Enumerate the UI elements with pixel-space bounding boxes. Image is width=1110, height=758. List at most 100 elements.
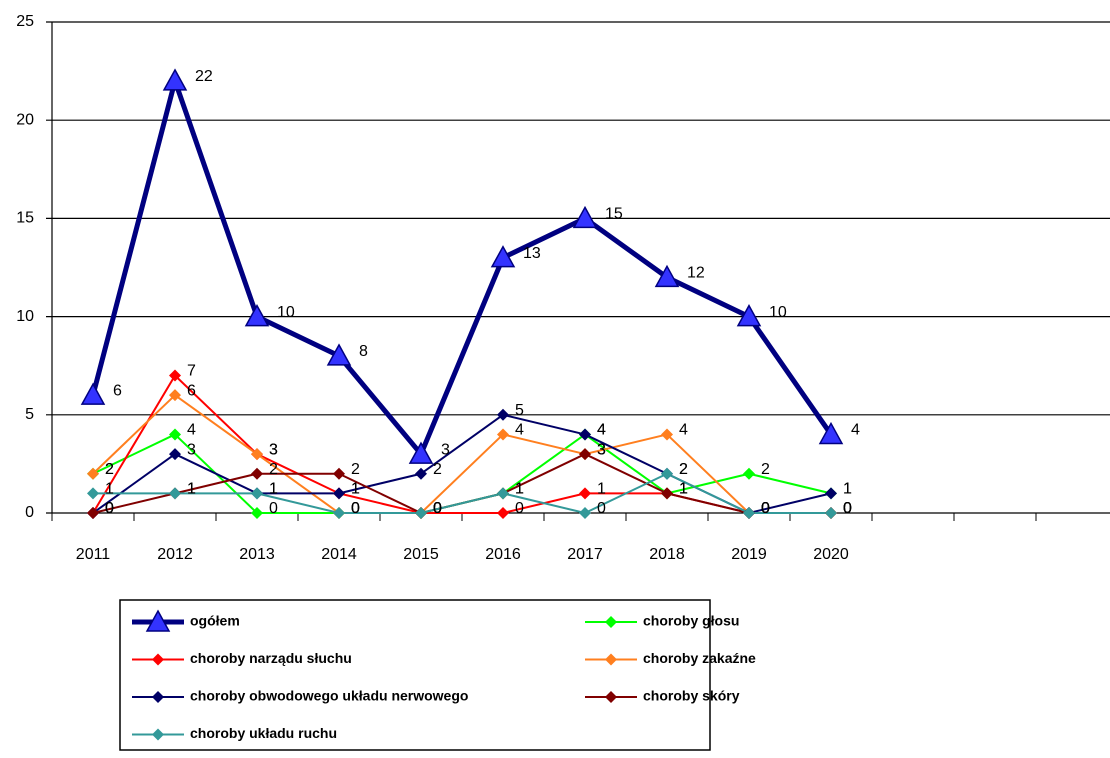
series-line <box>93 472 831 514</box>
marker <box>169 448 181 461</box>
x-tick-label: 2014 <box>321 546 357 563</box>
data-label: 1 <box>187 481 196 498</box>
data-label: 1 <box>515 481 524 498</box>
marker <box>497 428 509 441</box>
data-label: 0 <box>761 500 770 517</box>
marker <box>251 487 263 500</box>
y-tick-label: 25 <box>16 13 34 30</box>
data-label: 0 <box>761 500 770 517</box>
data-label: 1 <box>351 481 360 498</box>
marker <box>743 467 755 480</box>
data-label: 0 <box>761 500 770 517</box>
marker <box>579 448 591 461</box>
data-label: 4 <box>187 422 196 439</box>
data-label: 1 <box>351 481 360 498</box>
y-tick-label: 20 <box>16 111 34 128</box>
marker <box>408 441 434 464</box>
data-label: 1 <box>679 481 688 498</box>
data-label: 2 <box>761 461 770 478</box>
data-label: 2 <box>269 461 278 478</box>
legend-label: choroby obwodowego układu nerwowego <box>190 688 468 704</box>
x-tick-label: 2012 <box>157 546 193 563</box>
data-label: 0 <box>351 500 360 517</box>
x-tick-label: 2013 <box>239 546 275 563</box>
data-label: 1 <box>679 481 688 498</box>
data-label: 1 <box>269 481 278 498</box>
marker <box>326 343 352 366</box>
marker <box>333 487 345 500</box>
data-label: 4 <box>851 422 860 439</box>
marker <box>825 507 837 519</box>
data-label: 4 <box>679 422 688 439</box>
data-label: 0 <box>433 500 442 517</box>
marker <box>87 487 99 500</box>
data-label: 3 <box>597 441 606 458</box>
marker <box>87 507 99 519</box>
data-label: 2 <box>105 461 114 478</box>
data-label: 1 <box>679 481 688 498</box>
data-label: 7 <box>187 363 196 380</box>
marker <box>415 467 427 480</box>
marker <box>654 264 680 288</box>
data-label: 0 <box>843 500 852 517</box>
data-label: 10 <box>769 304 787 321</box>
data-label: 4 <box>597 422 606 439</box>
marker <box>661 487 673 500</box>
marker <box>244 304 270 327</box>
marker <box>605 691 617 703</box>
data-label: 3 <box>269 441 278 458</box>
data-label: 0 <box>433 500 442 517</box>
marker <box>251 467 263 480</box>
data-label: 10 <box>277 304 295 321</box>
data-label: 3 <box>441 441 450 458</box>
marker <box>251 448 263 461</box>
y-tick-label: 5 <box>25 406 34 423</box>
y-tick-label: 15 <box>16 210 34 227</box>
data-label: 1 <box>597 481 606 498</box>
marker <box>145 609 171 632</box>
data-label: 0 <box>105 500 114 517</box>
data-label: 8 <box>359 343 368 360</box>
data-label: 2 <box>433 461 442 478</box>
data-label: 1 <box>515 481 524 498</box>
marker <box>333 507 345 519</box>
data-label: 0 <box>843 500 852 517</box>
data-label: 3 <box>597 441 606 458</box>
data-label: 0 <box>351 500 360 517</box>
marker <box>162 68 188 91</box>
marker <box>169 428 181 441</box>
data-label: 1 <box>843 481 852 498</box>
data-label: 3 <box>187 441 196 458</box>
marker <box>736 304 762 327</box>
data-label: 12 <box>687 265 705 282</box>
x-tick-label: 2017 <box>567 546 603 563</box>
data-label: 0 <box>433 500 442 517</box>
data-label: 0 <box>351 500 360 517</box>
y-tick-label: 10 <box>16 308 34 325</box>
data-label: 3 <box>269 441 278 458</box>
data-label: 0 <box>515 500 524 517</box>
data-label: 1 <box>187 481 196 498</box>
x-tick-label: 2016 <box>485 546 521 563</box>
x-tick-label: 2011 <box>76 546 111 563</box>
legend-label: choroby zakaźne <box>643 650 756 666</box>
data-label: 4 <box>597 422 606 439</box>
marker <box>743 507 755 519</box>
marker <box>572 205 598 229</box>
x-tick-label: 2019 <box>731 546 767 563</box>
x-tick-label: 2018 <box>649 546 685 563</box>
data-label: 0 <box>433 500 442 517</box>
marker <box>169 369 181 382</box>
data-label: 0 <box>843 500 852 517</box>
data-label: 2 <box>679 461 688 478</box>
legend-label: choroby narządu słuchu <box>190 650 352 666</box>
data-label: 1 <box>843 481 852 498</box>
legend-label: choroby układu ruchu <box>190 725 337 741</box>
marker <box>497 487 509 500</box>
marker <box>818 421 844 445</box>
marker <box>415 507 427 519</box>
legend-label: choroby głosu <box>643 613 739 629</box>
data-label: 1 <box>515 481 524 498</box>
series-line <box>92 394 831 514</box>
